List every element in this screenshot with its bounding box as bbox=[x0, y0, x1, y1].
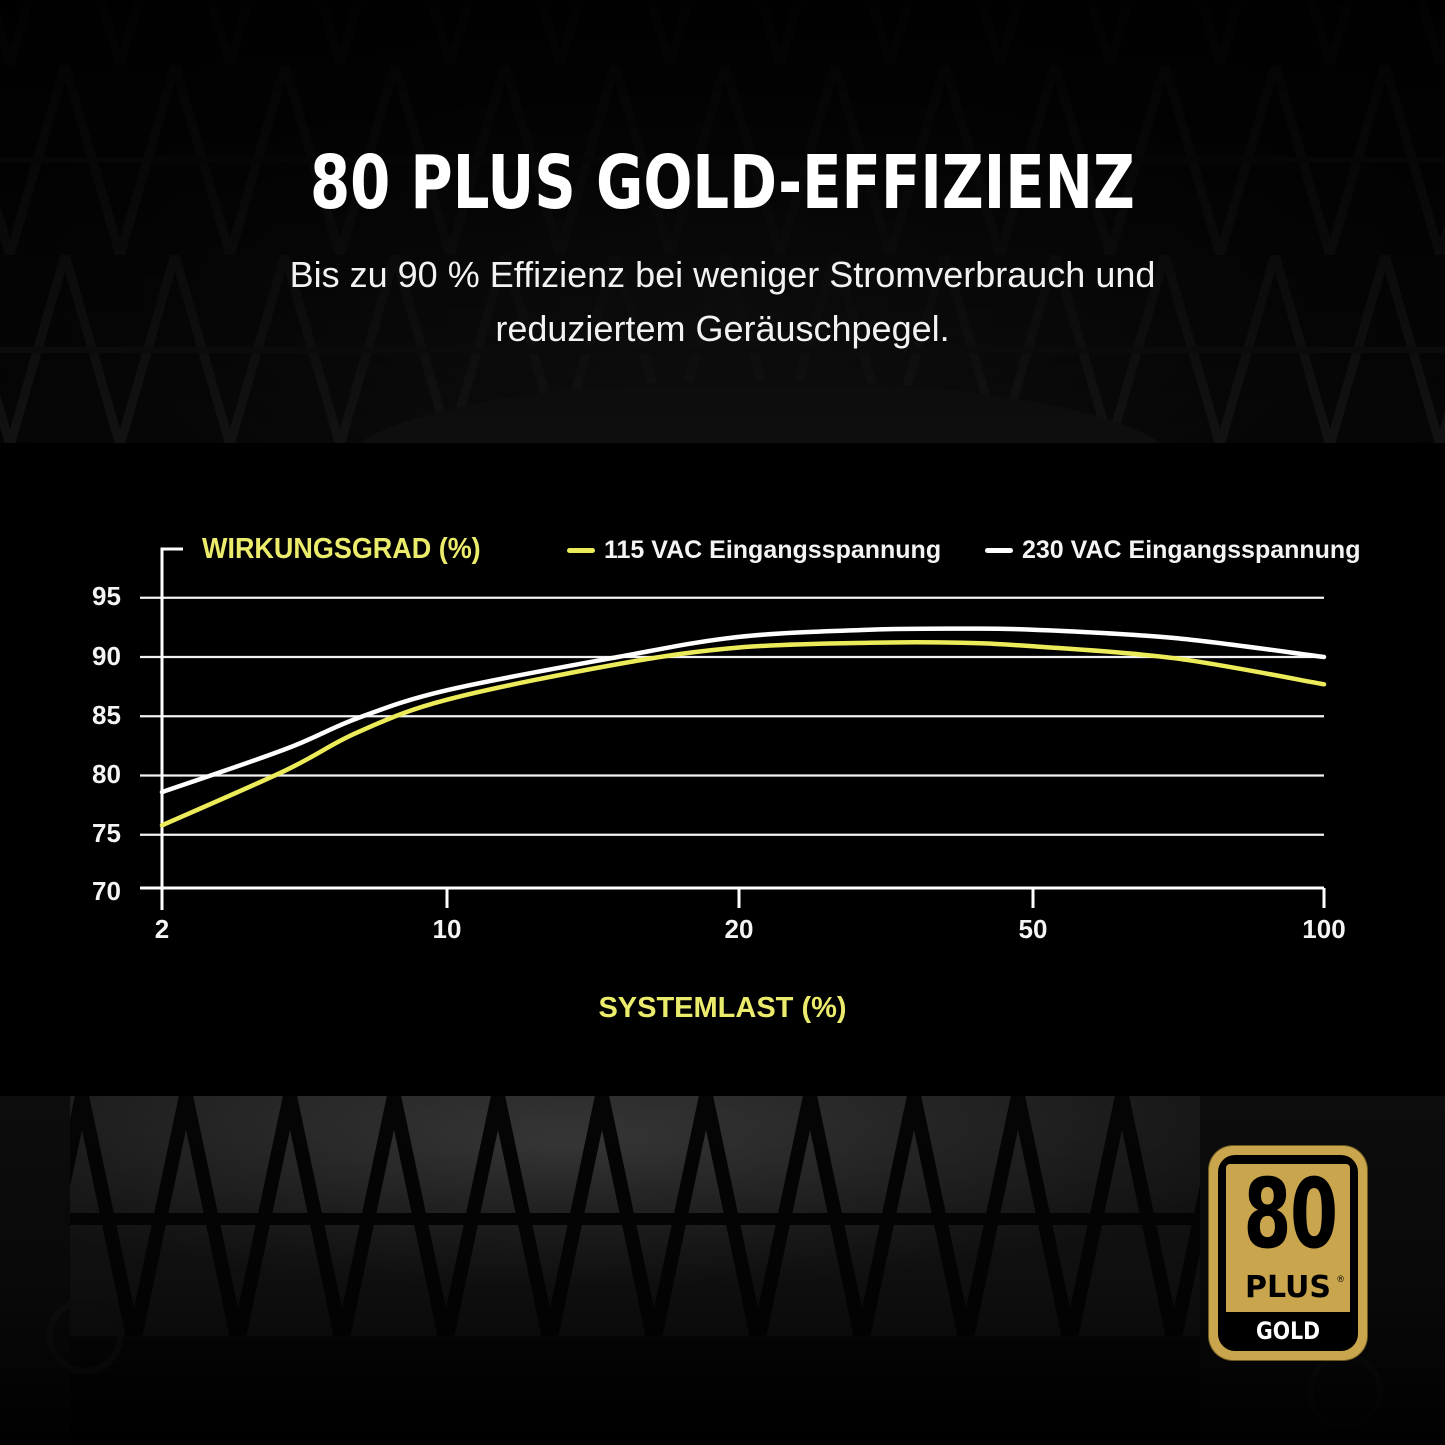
badge-number: 80 bbox=[1243, 1158, 1338, 1270]
background-top-mesh: 80 PLUS GOLD-EFFIZIENZ Bis zu 90 % Effiz… bbox=[0, 0, 1445, 443]
legend-label-230vac: 230 VAC Eingangsspannung bbox=[1022, 536, 1361, 564]
triangle-mesh-pattern bbox=[0, 0, 1445, 443]
badge-tier: GOLD bbox=[1255, 1317, 1321, 1345]
y-tick-95: 95 bbox=[92, 581, 121, 611]
page-title: 80 PLUS GOLD-EFFIZIENZ bbox=[309, 140, 1135, 226]
x-axis-title: SYSTEMLAST (%) bbox=[598, 992, 847, 1024]
y-axis-title: WIRKUNGSGRAD (%) bbox=[202, 533, 481, 565]
registered-mark-icon: ® bbox=[1337, 1274, 1344, 1284]
x-tick-100: 100 bbox=[1302, 914, 1346, 944]
legend-swatch-yellow-icon bbox=[567, 548, 595, 553]
y-tick-75: 75 bbox=[92, 818, 121, 848]
background-bottom-mesh bbox=[0, 1096, 1445, 1445]
x-tick-10: 10 bbox=[432, 914, 462, 944]
chart-gridlines bbox=[140, 596, 1324, 836]
y-tick-90: 90 bbox=[92, 641, 121, 671]
chart-series bbox=[159, 626, 1327, 828]
80-plus-gold-badge: 80 PLUS ® GOLD bbox=[1209, 1146, 1367, 1360]
legend-label-115vac: 115 VAC Eingangsspannung bbox=[604, 536, 942, 564]
chart-band bbox=[0, 443, 1445, 1096]
series-230vac-line bbox=[159, 626, 1327, 795]
page-subtitle: Bis zu 90 % Effizienz bei weniger Stromv… bbox=[0, 248, 1445, 356]
x-tick-20: 20 bbox=[724, 914, 754, 944]
subtitle-line-1: Bis zu 90 % Effizienz bei weniger Stromv… bbox=[289, 254, 1156, 295]
legend-swatch-white-icon bbox=[985, 548, 1013, 553]
legend-item-230vac: 230 VAC Eingangsspannung bbox=[985, 536, 1360, 565]
badge-inner: 80 PLUS ® GOLD bbox=[1218, 1155, 1358, 1351]
y-tick-70: 70 bbox=[92, 876, 121, 906]
badge-plus-text: PLUS bbox=[1244, 1270, 1331, 1305]
chart-axes bbox=[140, 547, 1326, 910]
y-tick-80: 80 bbox=[92, 759, 121, 789]
x-tick-2: 2 bbox=[154, 914, 170, 944]
subtitle-line-2: reduziertem Geräuschpegel. bbox=[495, 308, 950, 349]
triangle-grille-pattern bbox=[0, 1096, 1445, 1445]
series-115vac-line bbox=[159, 640, 1327, 828]
y-tick-85: 85 bbox=[92, 700, 121, 730]
badge-gold-panel: 80 PLUS ® bbox=[1226, 1158, 1350, 1312]
x-tick-50: 50 bbox=[1018, 914, 1048, 944]
legend-item-115vac: 115 VAC Eingangsspannung bbox=[567, 536, 941, 565]
